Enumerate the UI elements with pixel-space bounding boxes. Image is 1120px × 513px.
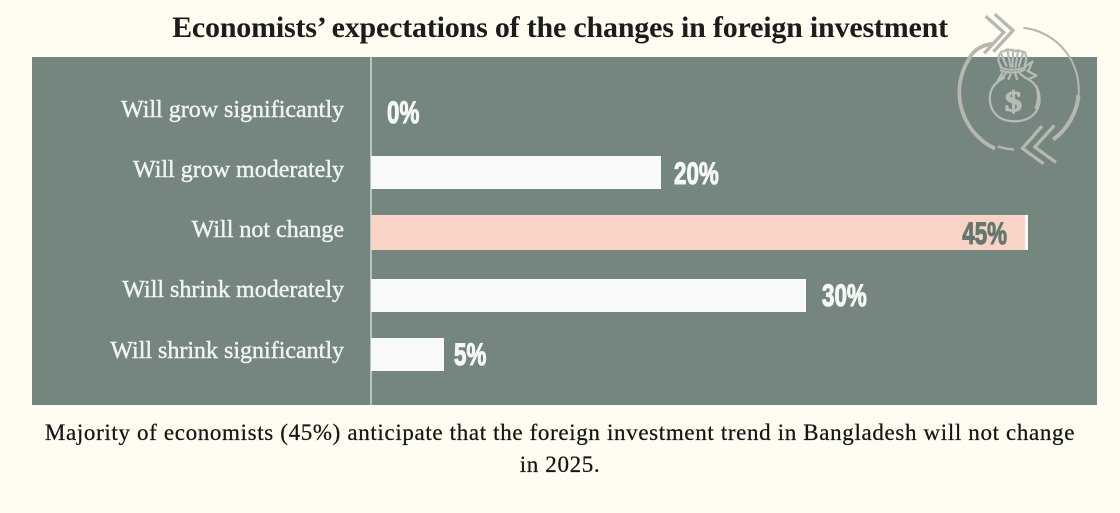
svg-text:$: $	[1005, 85, 1022, 118]
